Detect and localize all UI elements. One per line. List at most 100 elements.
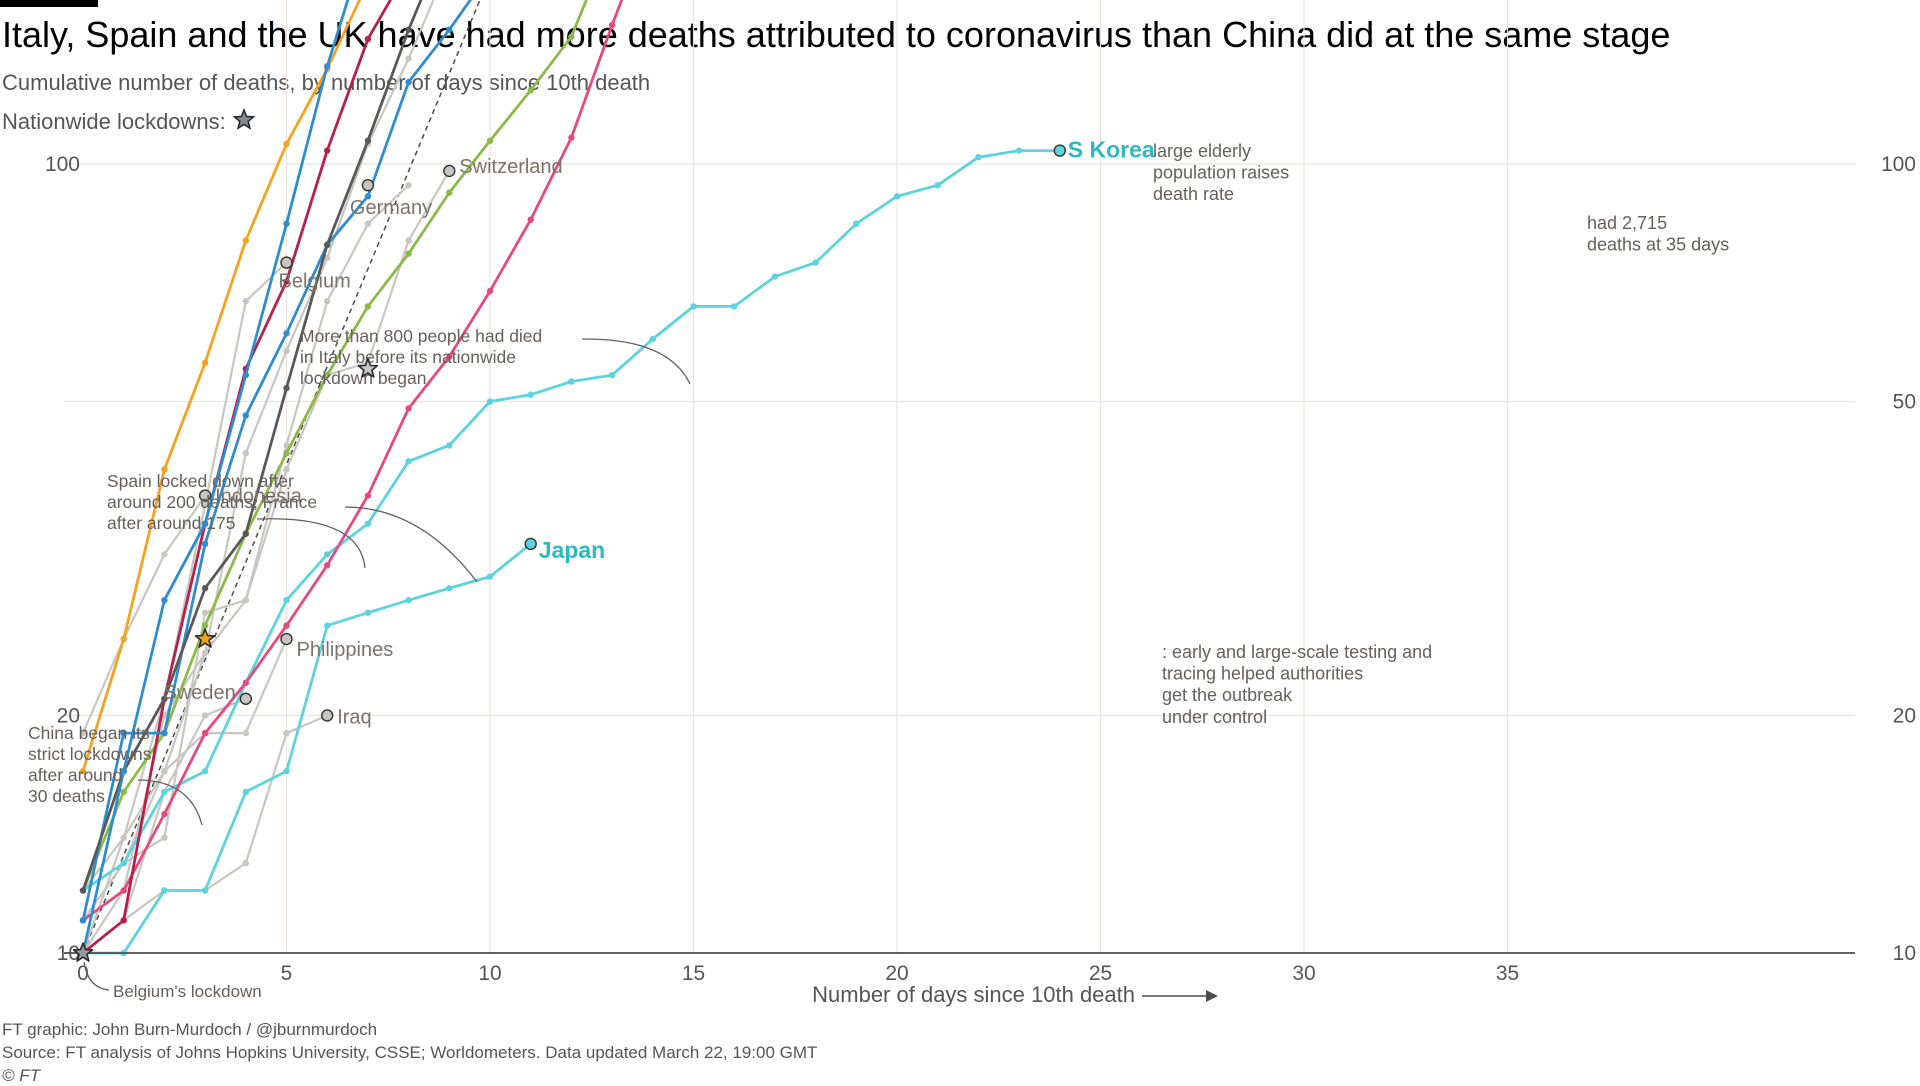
data-point [486,137,494,144]
data-point [283,278,290,285]
data-point [201,359,209,366]
data-point [446,26,453,33]
series-line [83,542,532,955]
endpoint-dot-philippines [280,632,293,646]
annotation-italy: large elderly population raises death rate [1153,141,1289,204]
x-axis-label: Number of days since 10th death [812,982,1135,1007]
data-point [79,729,87,737]
endpoint-dot-sweden [239,692,253,705]
x-tick-label: 30 [1292,962,1315,985]
x-tick-label: 10 [478,962,501,985]
series-line [81,0,588,892]
data-point [283,597,290,604]
data-point [120,887,127,894]
label-iraq: Iraq [337,706,371,728]
data-point [161,768,168,775]
label-sweden: Sweden [164,682,236,704]
label-indonesia: Indonesia [215,486,303,508]
series-line [82,0,624,922]
data-point [364,303,372,310]
data-point [731,303,738,310]
y-tick-label-right: 100 [1881,153,1916,176]
lockdown-star-germany [357,358,379,378]
data-point [364,35,372,43]
data-point [201,501,209,508]
data-point [201,520,209,527]
series-line [81,0,423,891]
y-tick-label-right: 20 [1893,704,1916,727]
data-point [486,398,494,405]
gridlines [64,0,1855,953]
data-point [405,26,412,33]
data-point [283,450,290,457]
data-point [242,530,249,537]
data-point [161,788,168,796]
data-point [120,635,127,643]
data-point [79,917,87,924]
data-point [161,466,168,473]
data-point [161,810,168,818]
data-point [446,189,453,196]
label-japan: Japan [539,537,605,563]
series-iran [79,0,588,894]
x-tick-label: 5 [281,962,293,985]
data-point [324,147,331,154]
label-switzerland: Switzerland [459,156,562,178]
endpoint-dot-s-korea [1053,144,1067,157]
series-line [81,261,288,954]
data-point [161,695,168,702]
data-point [79,768,87,775]
data-point [405,55,412,62]
data-point [364,492,372,499]
label-germany: Germany [350,197,432,219]
data-point [405,78,412,86]
data-point [201,649,209,657]
label-philippines: Philippines [297,639,394,661]
data-point [486,573,494,580]
data-point [242,729,249,737]
annotation-france-leader [344,506,478,583]
data-point [201,585,209,592]
data-point [812,259,819,266]
data-point [934,182,941,189]
data-point [283,442,290,449]
data-point [324,622,331,629]
annotation-korea: : early and large-scale testing and traci… [1162,642,1432,727]
series-labels: SpainFranceUKUSIranItaly:ChinaS KoreaJap… [164,137,1155,729]
data-point [120,768,127,775]
x-tick-label: 35 [1496,962,1519,985]
series-line [81,0,473,921]
data-point [608,371,616,379]
lockdown-star-china [194,628,216,648]
data-point [608,21,616,29]
data-point [975,154,982,161]
data-point [120,859,127,867]
data-point [893,193,901,200]
y-tick-label-left: 10 [57,942,80,965]
annotation-italy-lockdown: More than 800 people had died in Italy be… [300,326,542,388]
data-point [405,250,412,257]
endpoint-dot-germany [361,179,375,192]
data-point [120,788,127,796]
data-point [201,622,209,629]
annotation-spain-leader [256,518,366,569]
data-point [568,33,575,40]
data-point [527,87,534,94]
annotation-belgium-lockdown: Belgium's lockdown [113,982,262,1001]
data-point [242,371,249,379]
data-point [324,298,331,305]
footer-credit: FT graphic: John Burn-Murdoch / @jburnmu… [2,1020,378,1039]
data-point [649,335,656,343]
data-point [853,220,860,227]
data-point [201,768,209,775]
footer-source: Source: FT analysis of Johns Hopkins Uni… [2,1043,818,1062]
series-us [79,0,624,924]
data-point [324,63,331,70]
series-germany [79,182,412,894]
data-point [242,679,249,686]
lockdown-star-belgium [72,942,94,962]
data-point [568,134,575,141]
data-point [242,412,249,419]
data-point [283,140,290,148]
data-point [201,712,209,719]
